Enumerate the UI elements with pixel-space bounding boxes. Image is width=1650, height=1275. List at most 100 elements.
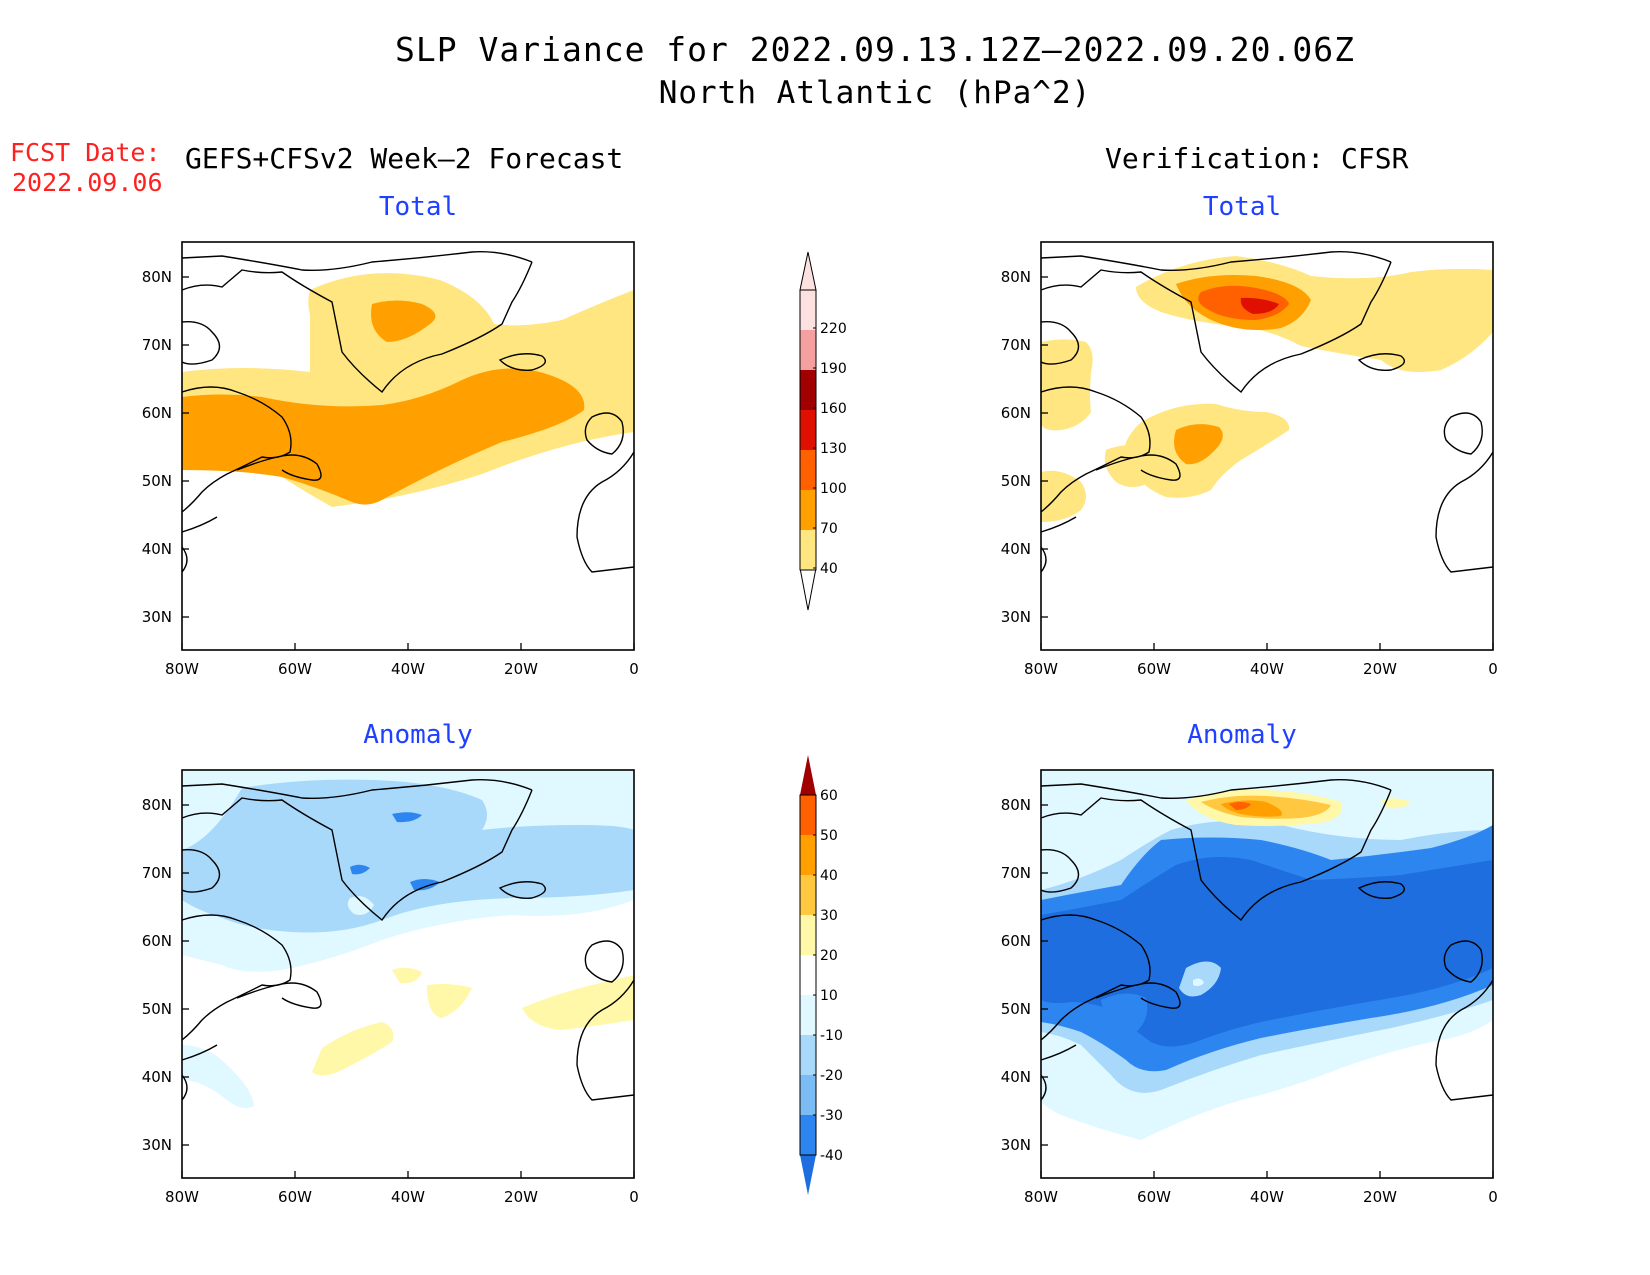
colorbar-label: 10 [820,988,838,1004]
colorbar-label: 50 [820,828,838,844]
lat-tick-label: 70N [142,336,172,354]
shade-hole-c [1101,993,1148,1034]
lat-tick-label: 30N [142,1136,172,1154]
colorbar-swatch [800,915,816,955]
colorbar-max-triangle [799,251,817,291]
verification-total-title: Total [1202,192,1282,222]
colorbar-label: -30 [820,1108,843,1124]
colorbar-label: 40 [820,561,838,577]
main-subtitle: North Atlantic (hPa^2) [658,75,1092,111]
shade-10-20-b [427,984,472,1018]
lat-tick-label: 80N [1001,268,1031,286]
colorbar-swatch [800,530,816,570]
lat-tick-label: 40N [1001,1068,1031,1086]
colorbar-label: -40 [820,1148,843,1164]
lon-tick-label: 40W [1250,660,1284,678]
verification-column-heading: Verification: CFSR [1105,142,1409,175]
shade-70-100-center [1173,424,1223,465]
forecast-date-label: FCST Date: [10,138,161,167]
colorbar-swatch [800,875,816,915]
colorbar-label: 100 [820,481,847,497]
lat-tick-label: 70N [142,864,172,882]
lat-tick-label: 50N [142,1000,172,1018]
lon-tick-label: 0 [1488,1188,1498,1206]
coastlines [181,251,635,573]
forecast-column-heading: GEFS+CFSv2 Week–2 Forecast [185,142,624,175]
colorbar-label: 130 [820,441,847,457]
lon-tick-label: 40W [391,660,425,678]
shade-10-20-d [522,975,634,1030]
anomaly-colorbar: -40 -30 -20 -10 10 20 30 40 50 60 [799,755,843,1195]
verification-total-map: 80W 60W 40W 20W 0 80N 70N 60N 50N 40N 30N [1001,241,1498,678]
lon-tick-label: 80W [165,1188,199,1206]
forecast-date-value: 2022.09.06 [12,168,163,197]
colorbar-frame [799,794,817,1156]
lat-tick-label: 80N [142,268,172,286]
shade-10-20-a [392,967,422,984]
colorbar-swatch [800,290,816,330]
shade-10-20-c [312,1022,394,1076]
shade-hole-b [1193,978,1204,987]
lon-tick-label: 0 [1488,660,1498,678]
lon-tick-label: 60W [278,1188,312,1206]
colorbar-min-triangle [799,567,817,611]
colorbar-swatch [800,995,816,1035]
shade-minus10-minus20-sw [182,1045,254,1108]
shade-70-100-north [371,300,436,342]
lat-tick-label: 70N [1001,336,1031,354]
colorbar-swatch [800,410,816,450]
colorbar-label: -10 [820,1028,843,1044]
shade-40-70-west [1041,339,1093,431]
colorbar-swatch [800,955,816,995]
colorbar-swatch [800,1115,816,1155]
shade-minus30-minus40-c [410,879,440,891]
lon-tick-label: 60W [1137,660,1171,678]
shade-130-160 [1240,297,1279,314]
verification-anomaly-map: 80W 60W 40W 20W 0 80N 70N 60N 50N 40N 30N [1001,769,1498,1206]
shade-minus20-minus30 [182,779,634,933]
forecast-anomaly-title: Anomaly [363,720,473,750]
forecast-anomaly-map: 80W 60W 40W 20W 0 80N 70N 60N 50N 40N 30N [142,769,639,1206]
colorbar-label: 40 [820,868,838,884]
lon-tick-label: 0 [629,1188,639,1206]
lon-tick-label: 80W [1024,660,1058,678]
colorbar-label: 220 [820,321,847,337]
lon-tick-label: 20W [1363,660,1397,678]
shade-minus30-minus40-b [350,864,370,875]
shade-10-20-e [1381,798,1411,809]
forecast-total-map: 80W 60W 40W 20W 0 80N 70N 60N 50N 40N 30N [142,241,639,678]
lon-tick-label: 60W [278,660,312,678]
shade-40-70-sw [1041,470,1086,522]
lon-tick-label: 40W [1250,1188,1284,1206]
shade-minus30-minus40-a [392,812,422,823]
lat-tick-label: 40N [142,540,172,558]
lat-tick-label: 60N [1001,404,1031,422]
colorbar-label: -20 [820,1068,843,1084]
lat-tick-label: 70N [1001,864,1031,882]
lat-tick-label: 60N [142,932,172,950]
lat-tick-label: 30N [142,608,172,626]
colorbar-label: 190 [820,361,847,377]
lat-tick-label: 60N [142,404,172,422]
lat-tick-label: 40N [1001,540,1031,558]
lat-tick-label: 50N [142,472,172,490]
lon-tick-label: 80W [165,660,199,678]
main-title: SLP Variance for 2022.09.13.12Z–2022.09.… [395,30,1355,69]
lon-tick-label: 20W [504,1188,538,1206]
lon-tick-label: 20W [504,660,538,678]
lat-tick-label: 50N [1001,472,1031,490]
lon-tick-label: 60W [1137,1188,1171,1206]
colorbar-swatch [800,450,816,490]
lat-tick-label: 50N [1001,1000,1031,1018]
colorbar-swatch [800,490,816,530]
lon-tick-label: 80W [1024,1188,1058,1206]
forecast-total-title: Total [378,192,458,222]
lat-tick-label: 40N [142,1068,172,1086]
lat-tick-label: 30N [1001,1136,1031,1154]
lat-tick-label: 60N [1001,932,1031,950]
colorbar-swatch [800,370,816,410]
colorbar-frame [799,289,817,571]
colorbar-swatch [800,835,816,875]
shade-below-minus40 [1041,856,1493,1047]
